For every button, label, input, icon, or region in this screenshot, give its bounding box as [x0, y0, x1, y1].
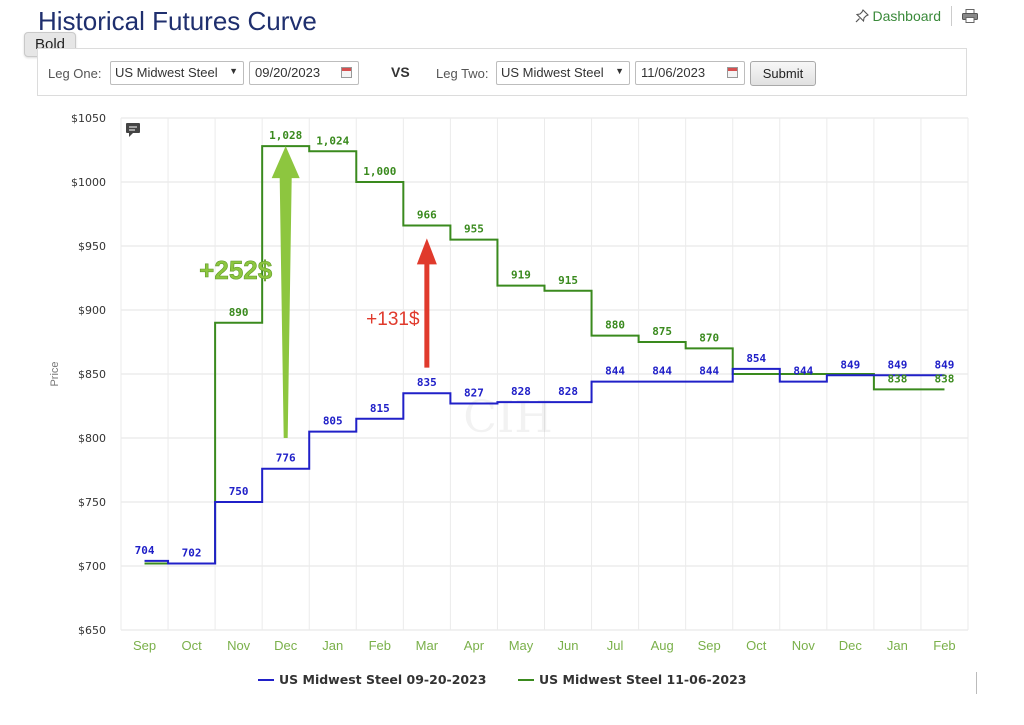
calendar-icon[interactable] — [341, 67, 352, 78]
series-line-2 — [144, 145, 945, 565]
x-tick-label: Dec — [274, 638, 298, 653]
annotation-arrow — [416, 238, 437, 368]
dashboard-link[interactable]: Dashboard — [855, 8, 942, 24]
x-tick-label: Feb — [933, 638, 955, 653]
link-divider — [951, 6, 952, 26]
data-label: 854 — [746, 352, 766, 365]
leg-two-product-select[interactable]: US Midwest Steel ▼ — [496, 61, 630, 85]
watermark-logo: CIH — [463, 392, 552, 443]
y-tick-label: $1000 — [71, 176, 106, 189]
data-label: 844 — [652, 365, 672, 378]
page-title: Historical Futures Curve — [38, 6, 317, 36]
data-label: 835 — [417, 376, 437, 389]
leg-two-product-value: US Midwest Steel — [501, 65, 604, 80]
data-label: 966 — [417, 209, 437, 222]
data-label: 880 — [605, 319, 625, 332]
y-tick-label: $850 — [78, 368, 106, 381]
x-tick-label: Oct — [746, 638, 767, 653]
data-label: 849 — [887, 358, 907, 371]
data-label: 870 — [699, 331, 719, 344]
pushpin-icon — [855, 9, 869, 23]
dropdown-caret-icon: ▼ — [615, 66, 624, 76]
data-label: 815 — [370, 402, 390, 415]
top-links: Dashboard — [855, 6, 978, 26]
y-tick-label: $950 — [78, 240, 106, 253]
x-tick-label: Nov — [227, 638, 251, 653]
leg-one-product-select[interactable]: US Midwest Steel ▼ — [110, 61, 244, 85]
legend-label: US Midwest Steel 11-06-2023 — [539, 672, 747, 687]
data-label: 1,024 — [316, 134, 349, 147]
leg-one-date-input[interactable]: 09/20/2023 — [249, 61, 359, 85]
data-label: 702 — [182, 546, 202, 559]
annotation-label: +131$ — [366, 309, 420, 330]
leg-two-label: Leg Two: — [436, 66, 489, 81]
leg-one-label: Leg One: — [48, 66, 102, 81]
speech-bubble-icon — [126, 123, 140, 133]
submit-button[interactable]: Submit — [750, 61, 816, 86]
data-label: 849 — [840, 358, 860, 371]
printer-icon[interactable] — [962, 9, 978, 23]
data-label: 849 — [935, 358, 955, 371]
scroll-edge-divider — [976, 672, 977, 694]
x-tick-label: Apr — [464, 638, 485, 653]
x-tick-label: Feb — [369, 638, 391, 653]
data-label: 919 — [511, 269, 531, 282]
x-tick-label: Jun — [558, 638, 579, 653]
data-label: 955 — [464, 223, 484, 236]
dropdown-caret-icon: ▼ — [229, 66, 238, 76]
x-tick-label: Oct — [181, 638, 202, 653]
series-line-1 — [144, 367, 945, 565]
data-label: 890 — [229, 306, 249, 319]
x-tick-label: Mar — [416, 638, 439, 653]
data-label: 838 — [887, 372, 907, 385]
data-label: 915 — [558, 274, 578, 287]
legend-label: US Midwest Steel 09-20-2023 — [279, 672, 487, 687]
y-tick-label: $650 — [78, 624, 106, 637]
data-label: 828 — [511, 385, 531, 398]
x-tick-label: May — [509, 638, 534, 653]
data-label: 828 — [558, 385, 578, 398]
calendar-icon[interactable] — [727, 67, 738, 78]
speech-bubble-icon — [129, 133, 133, 137]
data-label: 844 — [699, 365, 719, 378]
x-tick-label: Aug — [651, 638, 674, 653]
data-label: 827 — [464, 386, 484, 399]
y-tick-label: $750 — [78, 496, 106, 509]
annotation-label: +252$ — [199, 255, 273, 285]
annotation-arrow — [271, 146, 300, 438]
y-tick-label: $700 — [78, 560, 106, 573]
data-label: 776 — [276, 452, 296, 465]
data-label: 844 — [605, 365, 625, 378]
dashboard-link-label: Dashboard — [872, 8, 942, 24]
y-tick-label: $900 — [78, 304, 106, 317]
data-label: 844 — [793, 365, 813, 378]
leg-two-date-value: 11/06/2023 — [641, 65, 706, 80]
data-label: 838 — [935, 372, 955, 385]
x-tick-label: Sep — [133, 638, 156, 653]
leg-one-date-value: 09/20/2023 — [255, 65, 321, 80]
leg-one-product-value: US Midwest Steel — [115, 65, 218, 80]
data-label: 805 — [323, 415, 343, 428]
leg-selector-bar: Leg One: US Midwest Steel ▼ 09/20/2023 V… — [37, 48, 967, 96]
x-tick-label: Dec — [839, 638, 863, 653]
data-label: 875 — [652, 325, 672, 338]
leg-two-date-input[interactable]: 11/06/2023 — [635, 61, 745, 85]
data-label: 1,028 — [269, 129, 302, 142]
y-tick-label: $1050 — [71, 112, 106, 125]
data-label: 704 — [135, 544, 155, 557]
x-tick-label: Jul — [607, 638, 624, 653]
x-tick-label: Jan — [322, 638, 343, 653]
x-tick-label: Nov — [792, 638, 816, 653]
x-tick-label: Sep — [698, 638, 721, 653]
data-label: 1,000 — [363, 165, 396, 178]
vs-label: VS — [391, 64, 410, 80]
y-tick-label: $800 — [78, 432, 106, 445]
data-label: 750 — [229, 485, 249, 498]
x-tick-label: Jan — [887, 638, 908, 653]
y-axis-title: Price — [49, 361, 61, 386]
